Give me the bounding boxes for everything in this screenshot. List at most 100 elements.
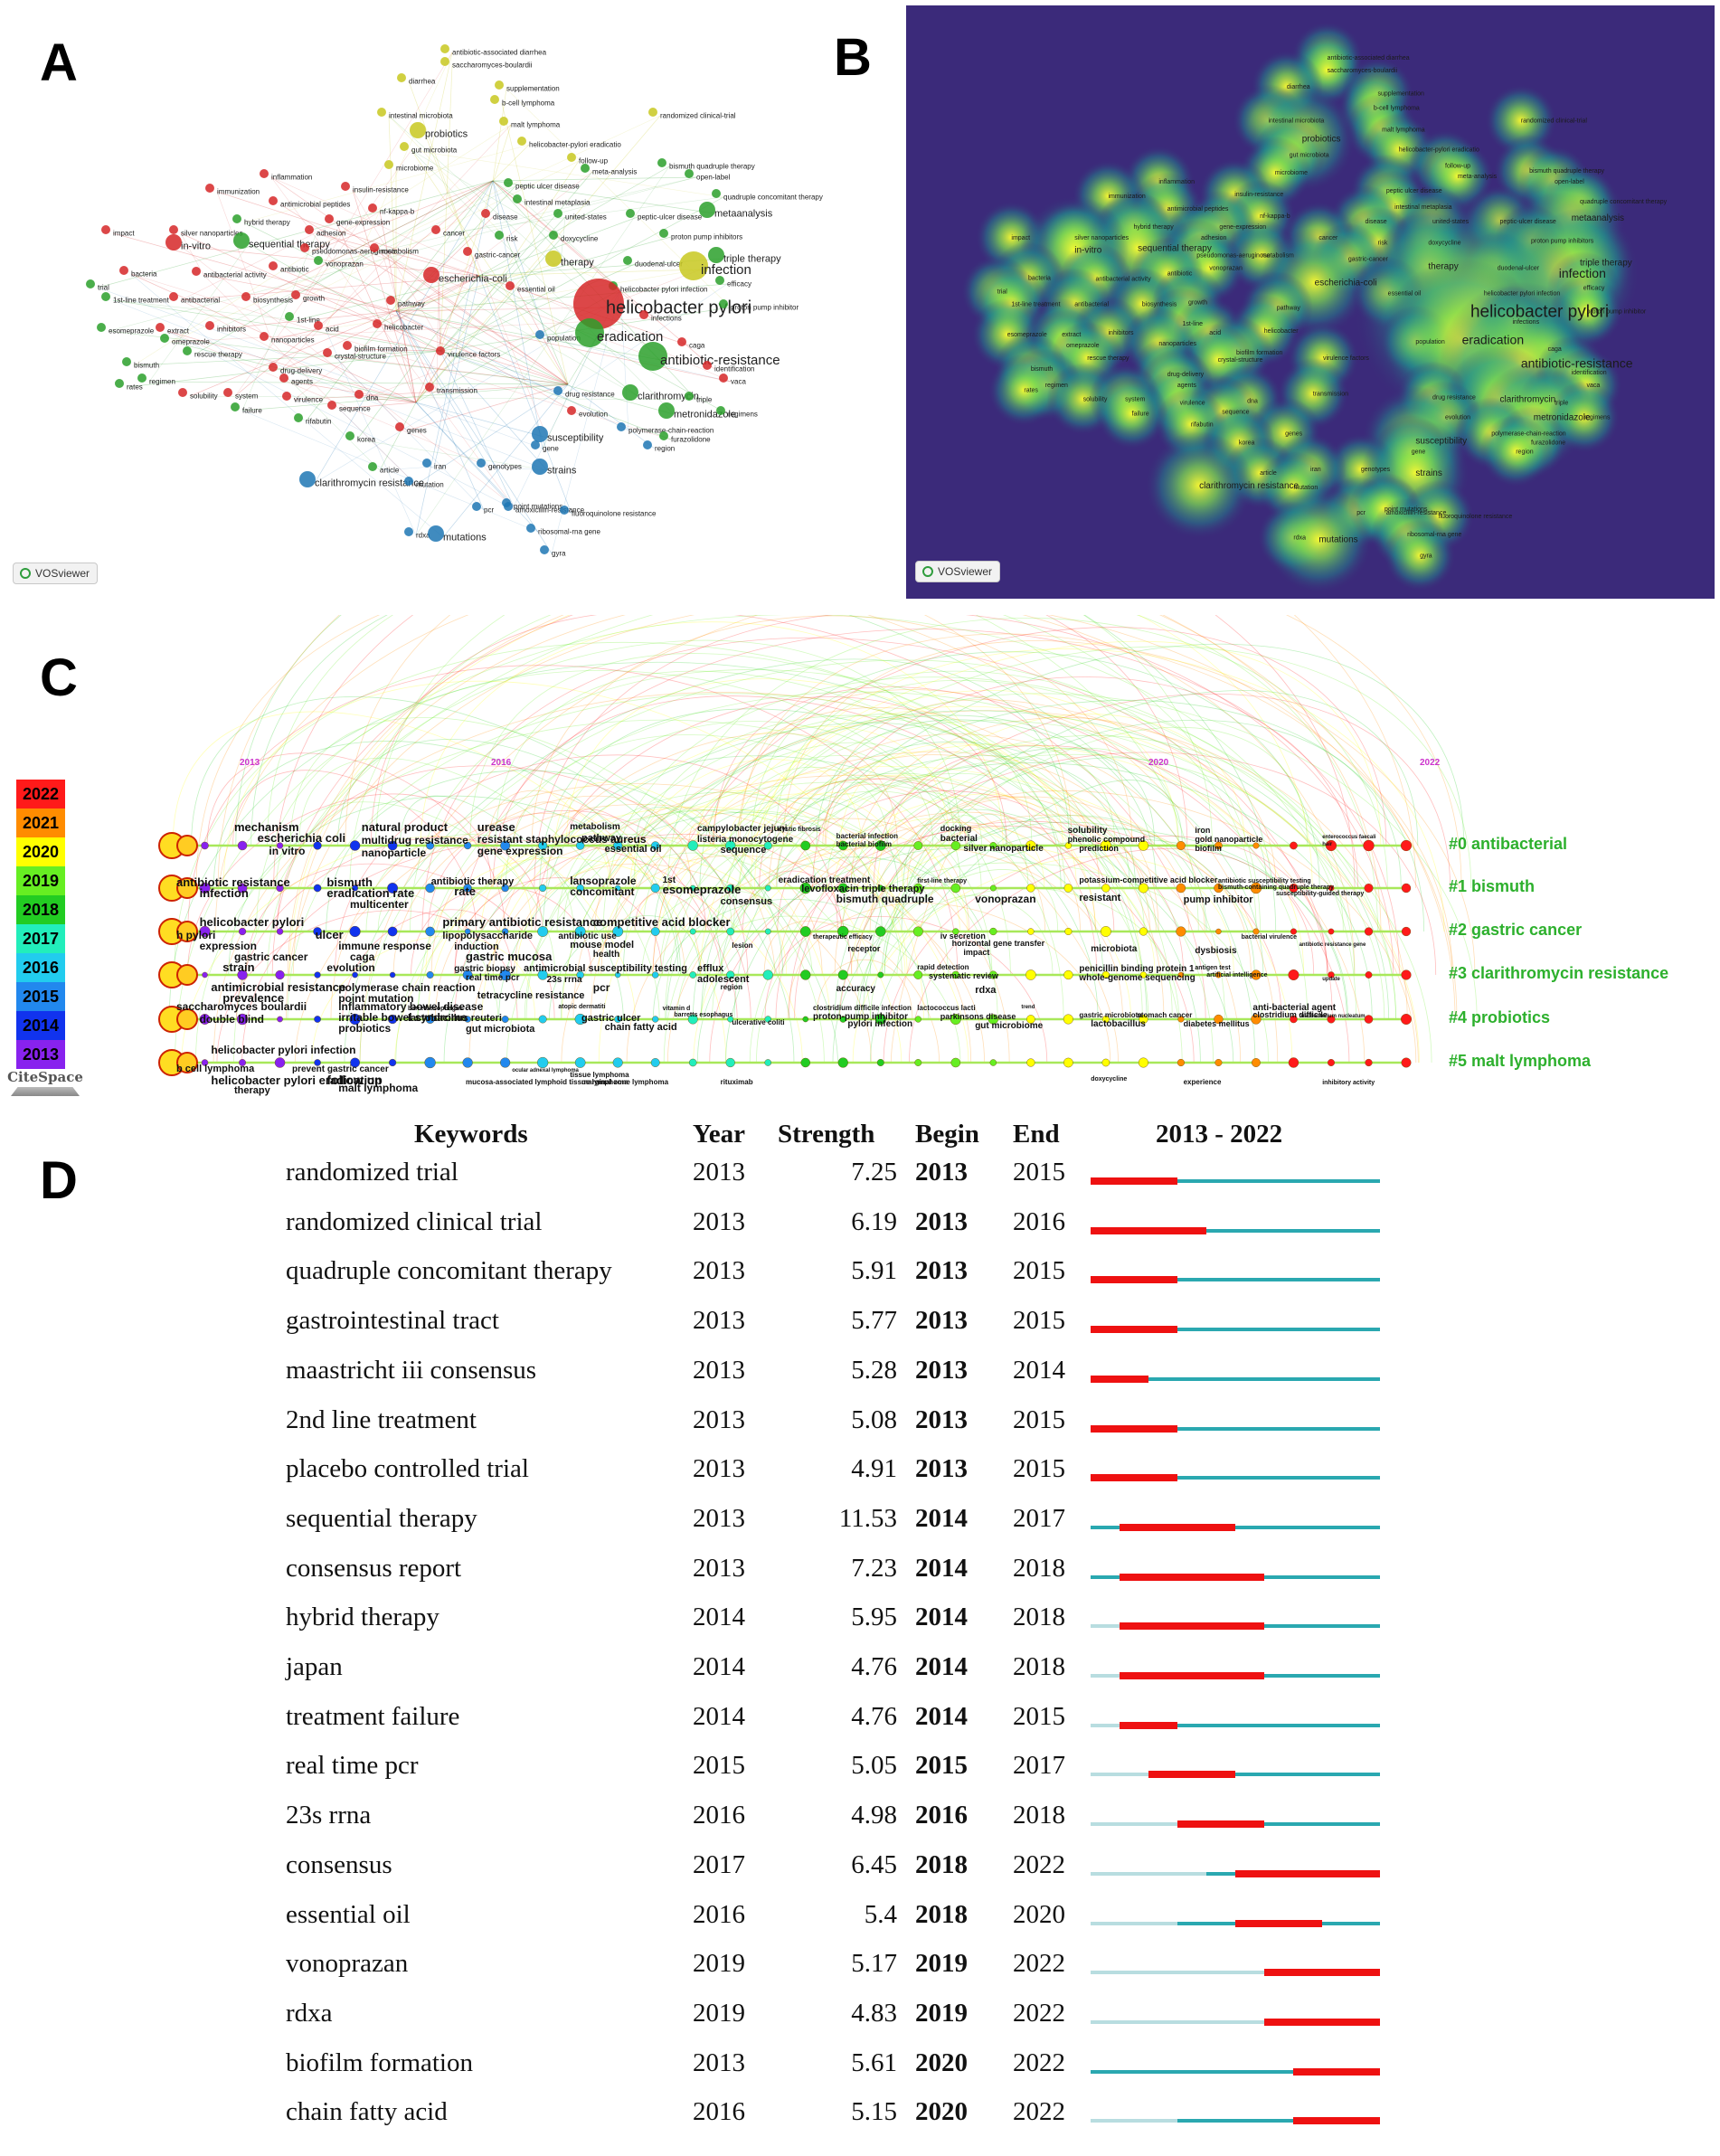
citation-arc <box>498 811 883 1020</box>
network-label: biofilm formation <box>354 345 408 354</box>
vosviewer-badge-density[interactable]: VOSviewer <box>915 561 1001 582</box>
cluster-node <box>1214 1014 1224 1025</box>
keyword-cell: quadruple concomitant therapy <box>286 1256 612 1286</box>
vosviewer-badge[interactable]: VOSviewer <box>13 563 99 584</box>
year-color-legend: 2022 2021 2020 2019 2018 2017 2016 2015 2014 2013 <box>16 780 65 1069</box>
strength-cell: 5.4 <box>864 1899 897 1929</box>
network-node <box>314 256 323 265</box>
cluster-term: double blind <box>200 1013 264 1026</box>
network-edge <box>130 273 672 440</box>
burst-segment <box>1322 1921 1351 1925</box>
network-label: probiotics <box>425 129 468 140</box>
cluster-node <box>176 877 198 899</box>
cluster-node <box>314 1016 321 1023</box>
cluster-term: campylobacter jejuni <box>697 824 788 834</box>
citation-arc <box>696 847 1104 1064</box>
citation-arc <box>756 862 1269 1064</box>
network-edge <box>352 189 417 403</box>
cluster-node <box>389 1058 397 1067</box>
cluster-node <box>1251 1014 1262 1025</box>
keyword-cell: 2nd line treatment <box>286 1404 477 1434</box>
density-label: bacteria <box>1028 275 1051 281</box>
burst-segment <box>1177 1426 1206 1431</box>
network-label: solubility <box>190 392 218 401</box>
burst-segment <box>1206 1723 1235 1727</box>
cluster-term: pathway <box>581 833 622 844</box>
network-edge <box>442 383 569 538</box>
density-label: esomeprazole <box>1007 332 1047 338</box>
network-edge <box>270 176 569 385</box>
citation-arc <box>812 676 1358 889</box>
citation-arc <box>598 640 1382 1064</box>
cluster-term: rdxa <box>975 985 997 996</box>
network-node <box>425 383 434 392</box>
density-label: mutations <box>1318 535 1357 545</box>
citation-arc <box>733 643 1465 1020</box>
vosviewer-badge-label: VOSviewer <box>938 565 993 578</box>
burst-timeline <box>1091 1326 1380 1334</box>
keyword-cell: placebo controlled trial <box>286 1454 529 1484</box>
burst-segment <box>1206 1426 1235 1431</box>
network-edge <box>189 395 697 401</box>
citation-arc <box>561 766 1293 1064</box>
density-label: helicobacter-pylori eradicatio <box>1399 147 1479 153</box>
cluster-node <box>952 928 959 935</box>
burst-segment <box>1206 1376 1235 1381</box>
citation-arc <box>172 711 727 1064</box>
network-node <box>567 153 576 162</box>
header-period: 2013 - 2022 <box>1156 1120 1283 1149</box>
burst-segment <box>1235 1869 1264 1877</box>
citation-arc <box>850 716 1277 889</box>
legend-year: 2020 <box>16 837 65 866</box>
network-label: open-label <box>696 174 731 182</box>
citation-arc <box>822 783 1119 1064</box>
network-label: bismuth <box>134 362 159 370</box>
burst-segment <box>1206 1278 1235 1282</box>
burst-segment <box>1148 1771 1177 1779</box>
burst-segment <box>1351 1869 1380 1877</box>
burst-segment <box>1091 1474 1120 1482</box>
burst-segment <box>1091 1773 1120 1777</box>
network-label: pseudomonas-aeruginosa <box>312 248 396 256</box>
burst-segment <box>1351 1921 1380 1925</box>
density-label: 1st-line treatment <box>1011 301 1060 307</box>
network-edge <box>411 149 724 198</box>
burst-segment <box>1177 1476 1206 1480</box>
network-label: metronidazole <box>674 410 736 421</box>
network-label: doxycycline <box>561 235 599 243</box>
cluster-node <box>1401 926 1412 937</box>
network-node <box>685 169 694 178</box>
citation-arc <box>191 696 795 1064</box>
citation-arc <box>531 615 1133 846</box>
burst-segment <box>1264 1919 1293 1927</box>
table-row: 2nd line treatment 2013 5.08 2013 2015 <box>271 1405 1447 1454</box>
cluster-node <box>989 1059 997 1066</box>
citation-arc <box>749 747 1179 1064</box>
network-node <box>499 117 508 126</box>
network-node <box>384 160 393 169</box>
density-label: impact <box>1011 235 1030 241</box>
density-label: disease <box>1366 219 1387 225</box>
network-node <box>314 321 323 330</box>
cluster-node <box>651 841 660 850</box>
end-cell: 2022 <box>1013 1949 1065 1979</box>
citation-arc <box>468 774 1242 1064</box>
network-edge <box>180 299 367 399</box>
network-edge <box>381 251 569 385</box>
burst-segment <box>1235 1723 1264 1727</box>
density-label: acid <box>1209 330 1221 336</box>
network-edge <box>415 115 661 403</box>
year-cell: 2016 <box>693 1899 745 1929</box>
network-label: impact <box>113 230 135 238</box>
density-label: microbiome <box>1275 170 1308 176</box>
network-edge <box>243 222 569 385</box>
burst-segment <box>1091 1177 1120 1185</box>
citation-arc <box>392 795 692 976</box>
cluster-term: expression <box>200 940 257 952</box>
burst-segment <box>1293 1869 1322 1877</box>
citation-arc <box>696 790 969 1064</box>
end-cell: 2017 <box>1013 1751 1065 1781</box>
cluster-node <box>837 1057 848 1068</box>
cluster-node <box>874 1014 886 1025</box>
network-map: antibiotic-associated diarrhea saccharomy… <box>86 44 823 558</box>
